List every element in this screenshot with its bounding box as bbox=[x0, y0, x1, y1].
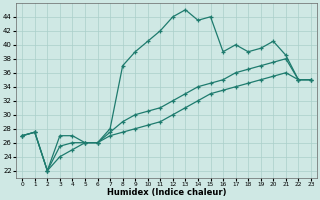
X-axis label: Humidex (Indice chaleur): Humidex (Indice chaleur) bbox=[107, 188, 226, 197]
